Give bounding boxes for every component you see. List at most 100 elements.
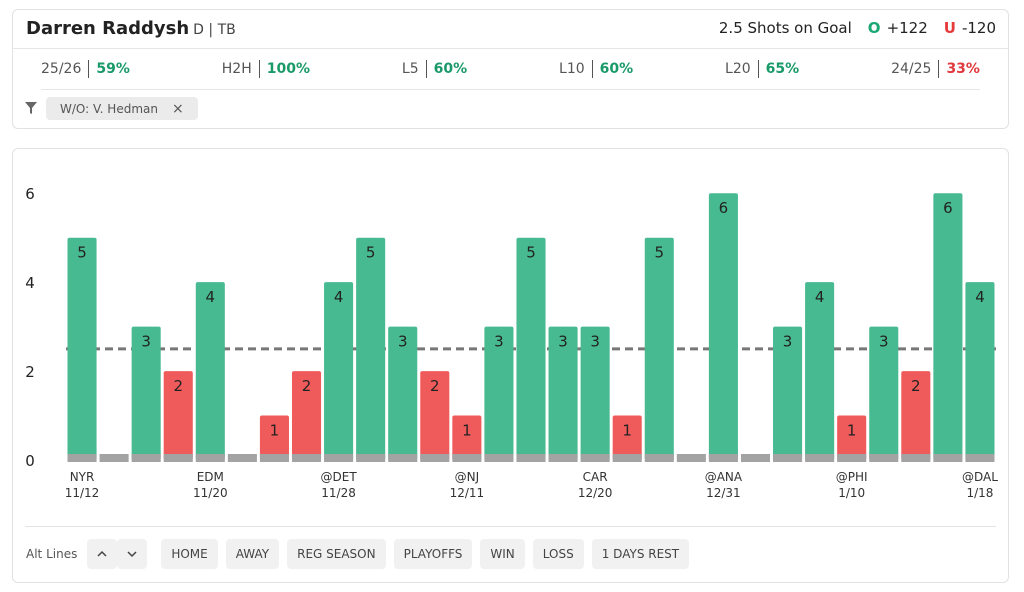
stat-value: 60% — [433, 61, 468, 77]
over-label[interactable]: O — [867, 19, 881, 37]
x-tick-label: @DET — [321, 470, 358, 484]
bar-base — [195, 454, 225, 462]
value-label: 1 — [847, 422, 857, 440]
market: 2.5 Shots on Goal O +122 U -120 — [719, 19, 996, 37]
bar — [131, 326, 161, 460]
bar — [452, 415, 482, 460]
bar-base — [644, 454, 674, 462]
over-odds[interactable]: +122 — [886, 19, 928, 37]
stat-value: 65% — [765, 61, 800, 77]
x-tick-date: 12/20 — [578, 486, 613, 500]
value-label: 3 — [141, 333, 151, 351]
bar — [548, 326, 578, 460]
x-tick-date: 12/11 — [450, 486, 485, 500]
stat-value: 33% — [946, 61, 980, 77]
bar — [291, 371, 322, 460]
value-label: 3 — [879, 333, 889, 351]
value-label: 6 — [719, 199, 729, 217]
value-label: 4 — [815, 288, 825, 306]
bar-base — [773, 454, 803, 462]
bar — [580, 326, 610, 460]
x-tick-label: @PHI — [836, 470, 868, 484]
bar — [484, 326, 514, 460]
bar-base — [291, 454, 322, 462]
x-tick-label: CAR — [583, 470, 608, 484]
stat-label: L5 — [402, 60, 427, 78]
bar — [612, 415, 642, 460]
stat: L5 60% — [402, 60, 467, 78]
alt-down[interactable] — [117, 539, 148, 569]
filter-close[interactable]: × — [171, 100, 184, 117]
value-label: 1 — [270, 422, 280, 440]
bar-base — [805, 454, 835, 462]
bar-base — [420, 454, 450, 462]
filter-button[interactable]: PLAYOFFS — [393, 539, 473, 569]
filter-button[interactable]: WIN — [480, 539, 525, 569]
position: D | TB — [193, 22, 236, 38]
separator — [25, 526, 996, 527]
stat: H2H 100% — [222, 60, 310, 78]
value-label: 5 — [366, 244, 376, 262]
stat-label: L10 — [559, 60, 593, 78]
bar-base — [965, 454, 995, 462]
stat: L20 65% — [725, 60, 799, 78]
x-tick-label: NYR — [70, 470, 95, 484]
bar-base — [163, 454, 193, 462]
bar-base — [869, 454, 899, 462]
bar-base — [484, 454, 514, 462]
stat: L10 60% — [559, 60, 633, 78]
value-label: 2 — [430, 377, 440, 395]
bar — [965, 282, 995, 460]
bar-base — [131, 454, 161, 462]
bar-base — [67, 454, 97, 462]
value-label: 5 — [655, 244, 665, 262]
x-tick-date: 12/31 — [706, 486, 741, 500]
x-tick-date: 11/20 — [193, 486, 228, 500]
bar-base — [901, 454, 931, 462]
stat-label: H2H — [222, 60, 260, 78]
filter-button[interactable]: AWAY — [225, 539, 280, 569]
x-tick-label: @NJ — [455, 470, 480, 484]
bar-base — [99, 454, 129, 462]
bar — [195, 282, 225, 460]
bar-base — [740, 454, 771, 462]
bar — [708, 193, 738, 460]
alt-up[interactable] — [87, 539, 118, 569]
x-tick-date: 1/18 — [966, 486, 993, 500]
bar — [259, 415, 289, 460]
x-tick-date: 11/12 — [65, 486, 100, 500]
bar — [388, 326, 418, 460]
filter-button[interactable]: LOSS — [532, 539, 584, 569]
bar-base — [356, 454, 386, 462]
footer: Alt Lines HOME AWAY REG SEASON PLAYOFFS WIN L… — [26, 539, 690, 569]
stats-row: 25/26 59% H2H 100% L5 60% L10 60% L20 65% 24/25 33% — [41, 49, 980, 90]
filter-button[interactable]: REG SEASON — [287, 539, 386, 569]
value-label: 1 — [622, 422, 632, 440]
bar — [356, 237, 386, 460]
value-label: 3 — [783, 333, 793, 351]
value-label: 2 — [911, 377, 921, 395]
bar-base — [324, 454, 354, 462]
under-odds[interactable]: -120 — [961, 19, 996, 37]
filter-button[interactable]: 1 DAYS REST — [591, 539, 690, 569]
stat-label: 24/25 — [891, 60, 940, 78]
stat-value: 60% — [599, 61, 634, 77]
bar — [516, 237, 546, 460]
value-label: 3 — [590, 333, 600, 351]
filter-button[interactable]: HOME — [161, 539, 218, 569]
filter-icon — [25, 102, 37, 114]
bar — [644, 237, 674, 460]
x-tick-date: 1/10 — [838, 486, 865, 500]
under-label[interactable]: U — [943, 19, 956, 37]
bar — [67, 237, 97, 460]
value-label: 1 — [462, 422, 472, 440]
bar — [324, 282, 354, 460]
filter-chip[interactable]: W/O: V. Hedman × — [46, 97, 198, 120]
bar-base — [676, 454, 706, 462]
player-name: Darren Raddysh D | TB — [26, 18, 236, 39]
bar-base — [548, 454, 578, 462]
value-label: 4 — [206, 288, 216, 306]
bar-base — [933, 454, 963, 462]
y-tick-label: 4 — [25, 274, 35, 292]
bar — [837, 415, 867, 460]
